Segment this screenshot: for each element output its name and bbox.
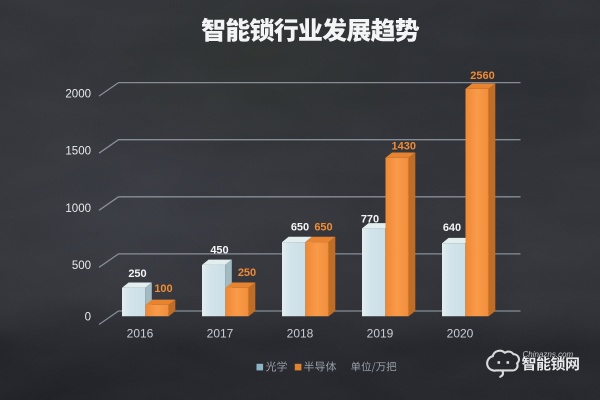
svg-text:2560: 2560 (470, 70, 494, 82)
svg-text:650: 650 (291, 221, 309, 233)
svg-text:0: 0 (85, 312, 91, 324)
svg-text:2017: 2017 (207, 327, 234, 341)
svg-text:500: 500 (72, 260, 91, 272)
svg-text:1500: 1500 (65, 146, 91, 158)
svg-text:2000: 2000 (65, 89, 91, 101)
svg-text:1000: 1000 (65, 203, 91, 215)
svg-text:2020: 2020 (447, 327, 474, 341)
svg-text:650: 650 (314, 221, 332, 233)
svg-text:250: 250 (238, 267, 256, 279)
svg-text:1430: 1430 (392, 141, 416, 153)
svg-text:770: 770 (361, 214, 379, 226)
svg-text:250: 250 (128, 268, 146, 280)
svg-text:100: 100 (154, 283, 172, 295)
svg-text:640: 640 (443, 222, 461, 234)
svg-text:2019: 2019 (367, 327, 394, 341)
svg-text:2018: 2018 (287, 327, 314, 341)
svg-text:2016: 2016 (127, 327, 154, 341)
svg-text:450: 450 (210, 245, 228, 257)
svg-text:Chinazns.com: Chinazns.com (523, 350, 574, 359)
